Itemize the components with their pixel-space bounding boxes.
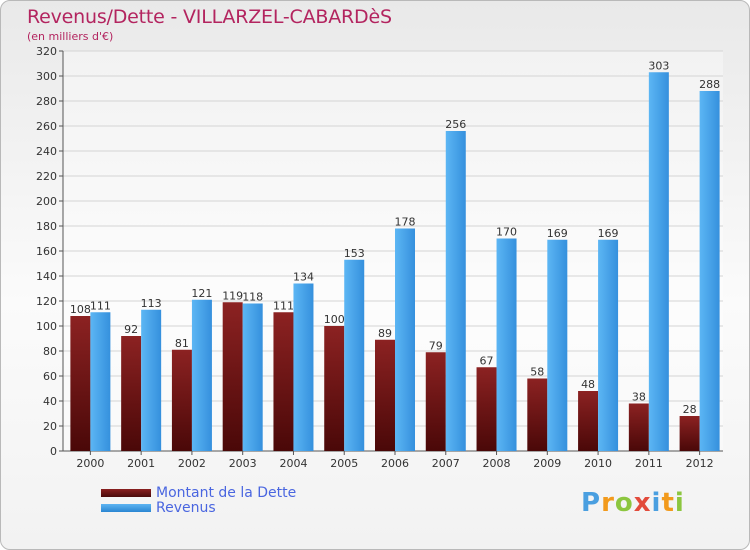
x-tick-label: 2011 — [635, 457, 663, 470]
data-label: 111 — [90, 299, 111, 312]
data-label: 178 — [395, 216, 416, 229]
bar-dette — [324, 326, 345, 451]
data-label: 169 — [547, 227, 568, 240]
data-label: 153 — [344, 247, 365, 260]
bar-dette — [527, 378, 548, 451]
data-label: 79 — [429, 339, 443, 352]
data-label: 48 — [581, 378, 595, 391]
logo-letter: t — [661, 488, 675, 518]
bar-revenus — [293, 283, 314, 451]
x-tick-label: 2004 — [279, 457, 307, 470]
x-tick-label: 2005 — [330, 457, 358, 470]
y-tick-label: 20 — [43, 420, 57, 433]
data-label: 58 — [530, 366, 544, 379]
bar-dette — [222, 302, 243, 451]
proxiti-logo: Proxiti — [581, 488, 685, 518]
data-label: 121 — [191, 287, 212, 300]
data-label: 303 — [648, 59, 669, 72]
chart-subtitle: (en milliers d'€) — [27, 30, 114, 43]
chart-title: Revenus/Dette - VILLARZEL-CABARDèS — [27, 6, 392, 28]
logo-letter: i — [674, 488, 685, 518]
y-tick-label: 40 — [43, 395, 57, 408]
y-tick-label: 100 — [36, 320, 57, 333]
bar-revenus — [90, 312, 111, 451]
bar-revenus — [496, 238, 517, 451]
x-tick-label: 2010 — [584, 457, 612, 470]
bar-revenus — [191, 299, 212, 451]
bar-revenus — [445, 131, 466, 451]
logo-letter: r — [601, 488, 615, 518]
legend-label-revenus: Revenus — [156, 500, 216, 516]
y-tick-label: 200 — [36, 195, 57, 208]
x-tick-label: 2001 — [127, 457, 155, 470]
y-tick-label: 60 — [43, 370, 57, 383]
data-label: 81 — [175, 337, 189, 350]
data-label: 288 — [699, 78, 720, 91]
bar-revenus — [648, 72, 669, 451]
x-tick-label: 2012 — [686, 457, 714, 470]
legend-swatch-dette — [101, 489, 151, 497]
x-tick-label: 2006 — [381, 457, 409, 470]
logo-letter: i — [651, 488, 662, 518]
data-label: 92 — [124, 323, 138, 336]
legend-swatch-revenus — [101, 504, 151, 512]
y-tick-label: 120 — [36, 295, 57, 308]
bar-dette — [273, 312, 294, 451]
x-tick-label: 2009 — [533, 457, 561, 470]
x-tick-label: 2000 — [76, 457, 104, 470]
data-label: 67 — [480, 354, 494, 367]
bar-dette — [425, 352, 446, 451]
data-label: 108 — [70, 303, 91, 316]
y-tick-label: 320 — [36, 45, 57, 58]
bar-revenus — [242, 303, 263, 451]
bar-revenus — [598, 239, 619, 451]
y-tick-label: 140 — [36, 270, 57, 283]
bar-dette — [628, 403, 649, 451]
data-label: 38 — [632, 391, 646, 404]
bar-revenus — [141, 309, 162, 451]
data-label: 118 — [242, 291, 263, 304]
bar-dette — [171, 349, 192, 451]
y-tick-label: 300 — [36, 70, 57, 83]
bar-revenus — [344, 259, 365, 451]
logo-letter: o — [614, 488, 634, 518]
data-label: 170 — [496, 226, 517, 239]
data-label: 119 — [222, 289, 243, 302]
data-label: 256 — [445, 118, 466, 131]
x-tick-label: 2008 — [483, 457, 511, 470]
bar-dette — [476, 367, 497, 451]
bar-dette — [578, 391, 599, 451]
bar-revenus — [699, 91, 720, 451]
legend-label-dette: Montant de la Dette — [156, 485, 297, 501]
x-tick-label: 2002 — [178, 457, 206, 470]
y-tick-label: 280 — [36, 95, 57, 108]
bar-revenus — [547, 239, 568, 451]
y-tick-label: 180 — [36, 220, 57, 233]
y-tick-label: 260 — [36, 120, 57, 133]
data-label: 111 — [273, 299, 294, 312]
logo-letter: P — [581, 488, 602, 518]
bar-dette — [121, 336, 142, 451]
data-label: 134 — [293, 271, 314, 284]
y-tick-label: 160 — [36, 245, 57, 258]
data-label: 28 — [683, 403, 697, 416]
data-label: 113 — [141, 297, 162, 310]
x-tick-label: 2007 — [432, 457, 460, 470]
data-label: 169 — [598, 227, 619, 240]
bar-revenus — [395, 228, 415, 451]
bar-dette — [375, 339, 395, 451]
y-tick-label: 80 — [43, 345, 57, 358]
logo-letter: x — [633, 488, 652, 518]
y-tick-label: 240 — [36, 145, 57, 158]
y-tick-label: 0 — [50, 445, 57, 458]
bar-dette — [70, 316, 91, 451]
y-tick-label: 220 — [36, 170, 57, 183]
bar-dette — [679, 416, 700, 451]
x-tick-label: 2003 — [229, 457, 257, 470]
data-label: 100 — [324, 313, 345, 326]
data-label: 89 — [378, 327, 392, 340]
